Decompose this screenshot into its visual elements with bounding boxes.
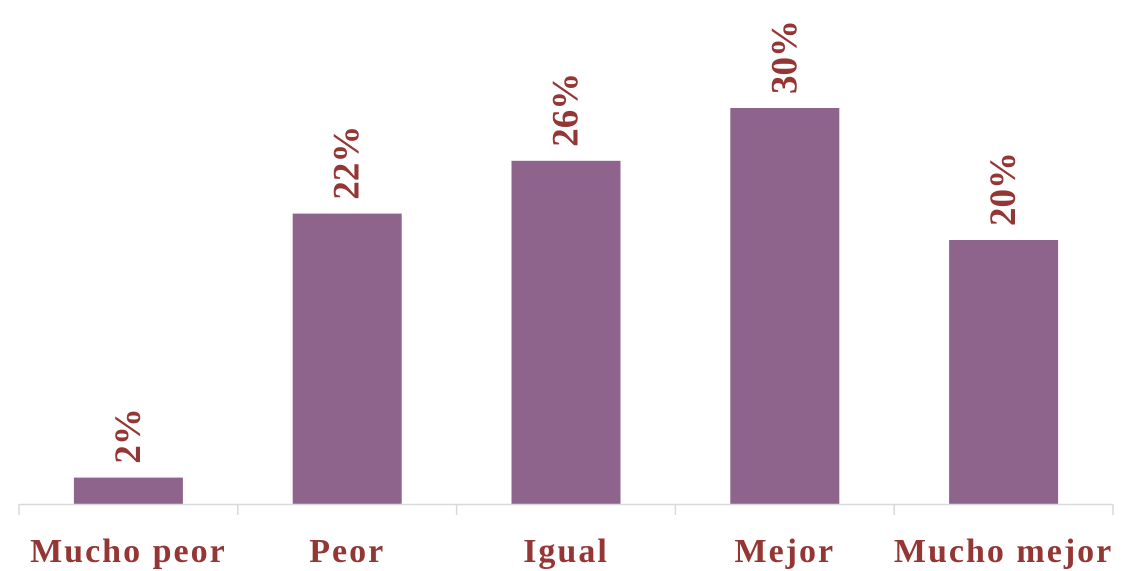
value-labels: 2% 22% 26% 30% 20% [108,20,1024,464]
value-label: 22% [327,126,368,200]
category-label: Mejor [734,533,835,570]
value-label: 26% [546,73,587,147]
value-label: 30% [764,20,805,94]
bar-mucho-peor [73,477,183,504]
bar-mucho-mejor [949,240,1059,504]
value-label: 2% [108,408,149,464]
category-label: Peor [309,533,385,570]
bar-igual [511,160,621,505]
category-label: Mucho mejor [894,533,1113,570]
bar-mejor [730,108,840,504]
category-label: Igual [523,533,609,570]
x-axis [18,503,1114,515]
bars-layer [73,108,1059,505]
bar-peor [292,213,402,504]
category-labels: Mucho peor Peor Igual Mejor Mucho mejor [30,533,1113,570]
value-label: 20% [983,152,1024,226]
category-label: Mucho peor [30,533,227,570]
